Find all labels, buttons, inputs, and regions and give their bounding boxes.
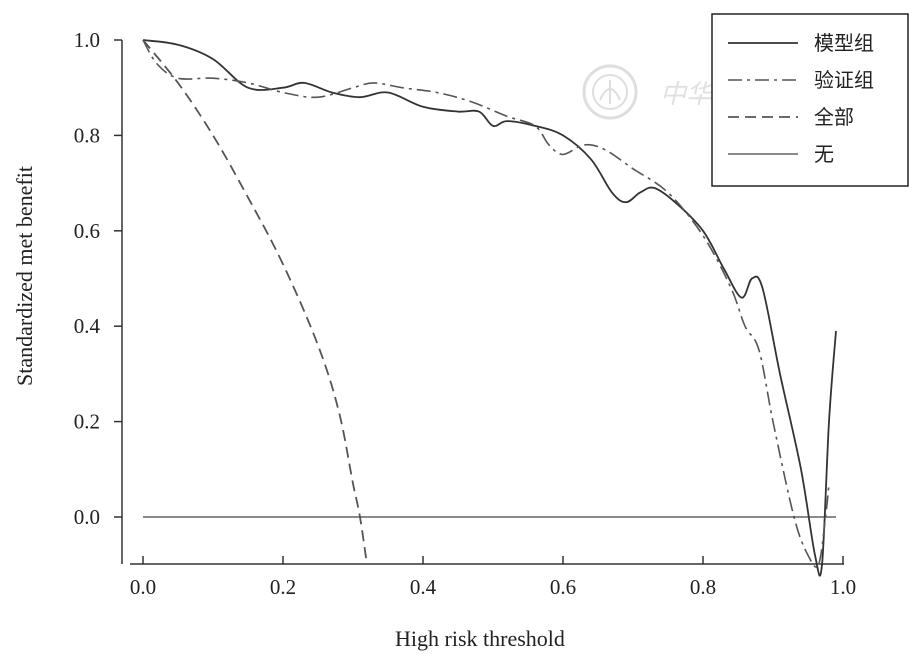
x-tick-label: 0.4 bbox=[410, 575, 437, 599]
seal-emblem-icon bbox=[582, 64, 638, 120]
legend-label-1: 模型组 bbox=[814, 31, 874, 55]
legend-label-2: 验证组 bbox=[814, 68, 874, 92]
axes: 0.0 0.2 0.4 0.6 0.8 1.0 0.0 0.2 0.4 0.6 0.8 1.0 bbox=[74, 28, 856, 599]
y-tick-label: 0.2 bbox=[74, 410, 100, 434]
x-axis-title: High risk threshold bbox=[395, 626, 565, 651]
y-axis-title: Standardized met benefit bbox=[12, 166, 37, 386]
legend-label-4: 无 bbox=[814, 142, 834, 166]
x-tick-label: 0.8 bbox=[690, 575, 716, 599]
y-tick-label: 0.4 bbox=[74, 314, 101, 338]
x-tick-label: 0.6 bbox=[550, 575, 576, 599]
y-tick-label: 0.6 bbox=[74, 219, 100, 243]
x-tick-label: 0.2 bbox=[270, 575, 296, 599]
y-tick-label: 1.0 bbox=[74, 28, 100, 52]
legend-box bbox=[711, 13, 909, 187]
series-line-1 bbox=[142, 39, 837, 577]
legend-label-3: 全部 bbox=[814, 105, 854, 129]
series-line-3 bbox=[142, 39, 368, 565]
y-tick-label: 0.8 bbox=[74, 123, 100, 147]
y-tick-label: 0.0 bbox=[74, 505, 100, 529]
x-tick-label: 1.0 bbox=[830, 575, 856, 599]
x-tick-label: 0.0 bbox=[130, 575, 156, 599]
